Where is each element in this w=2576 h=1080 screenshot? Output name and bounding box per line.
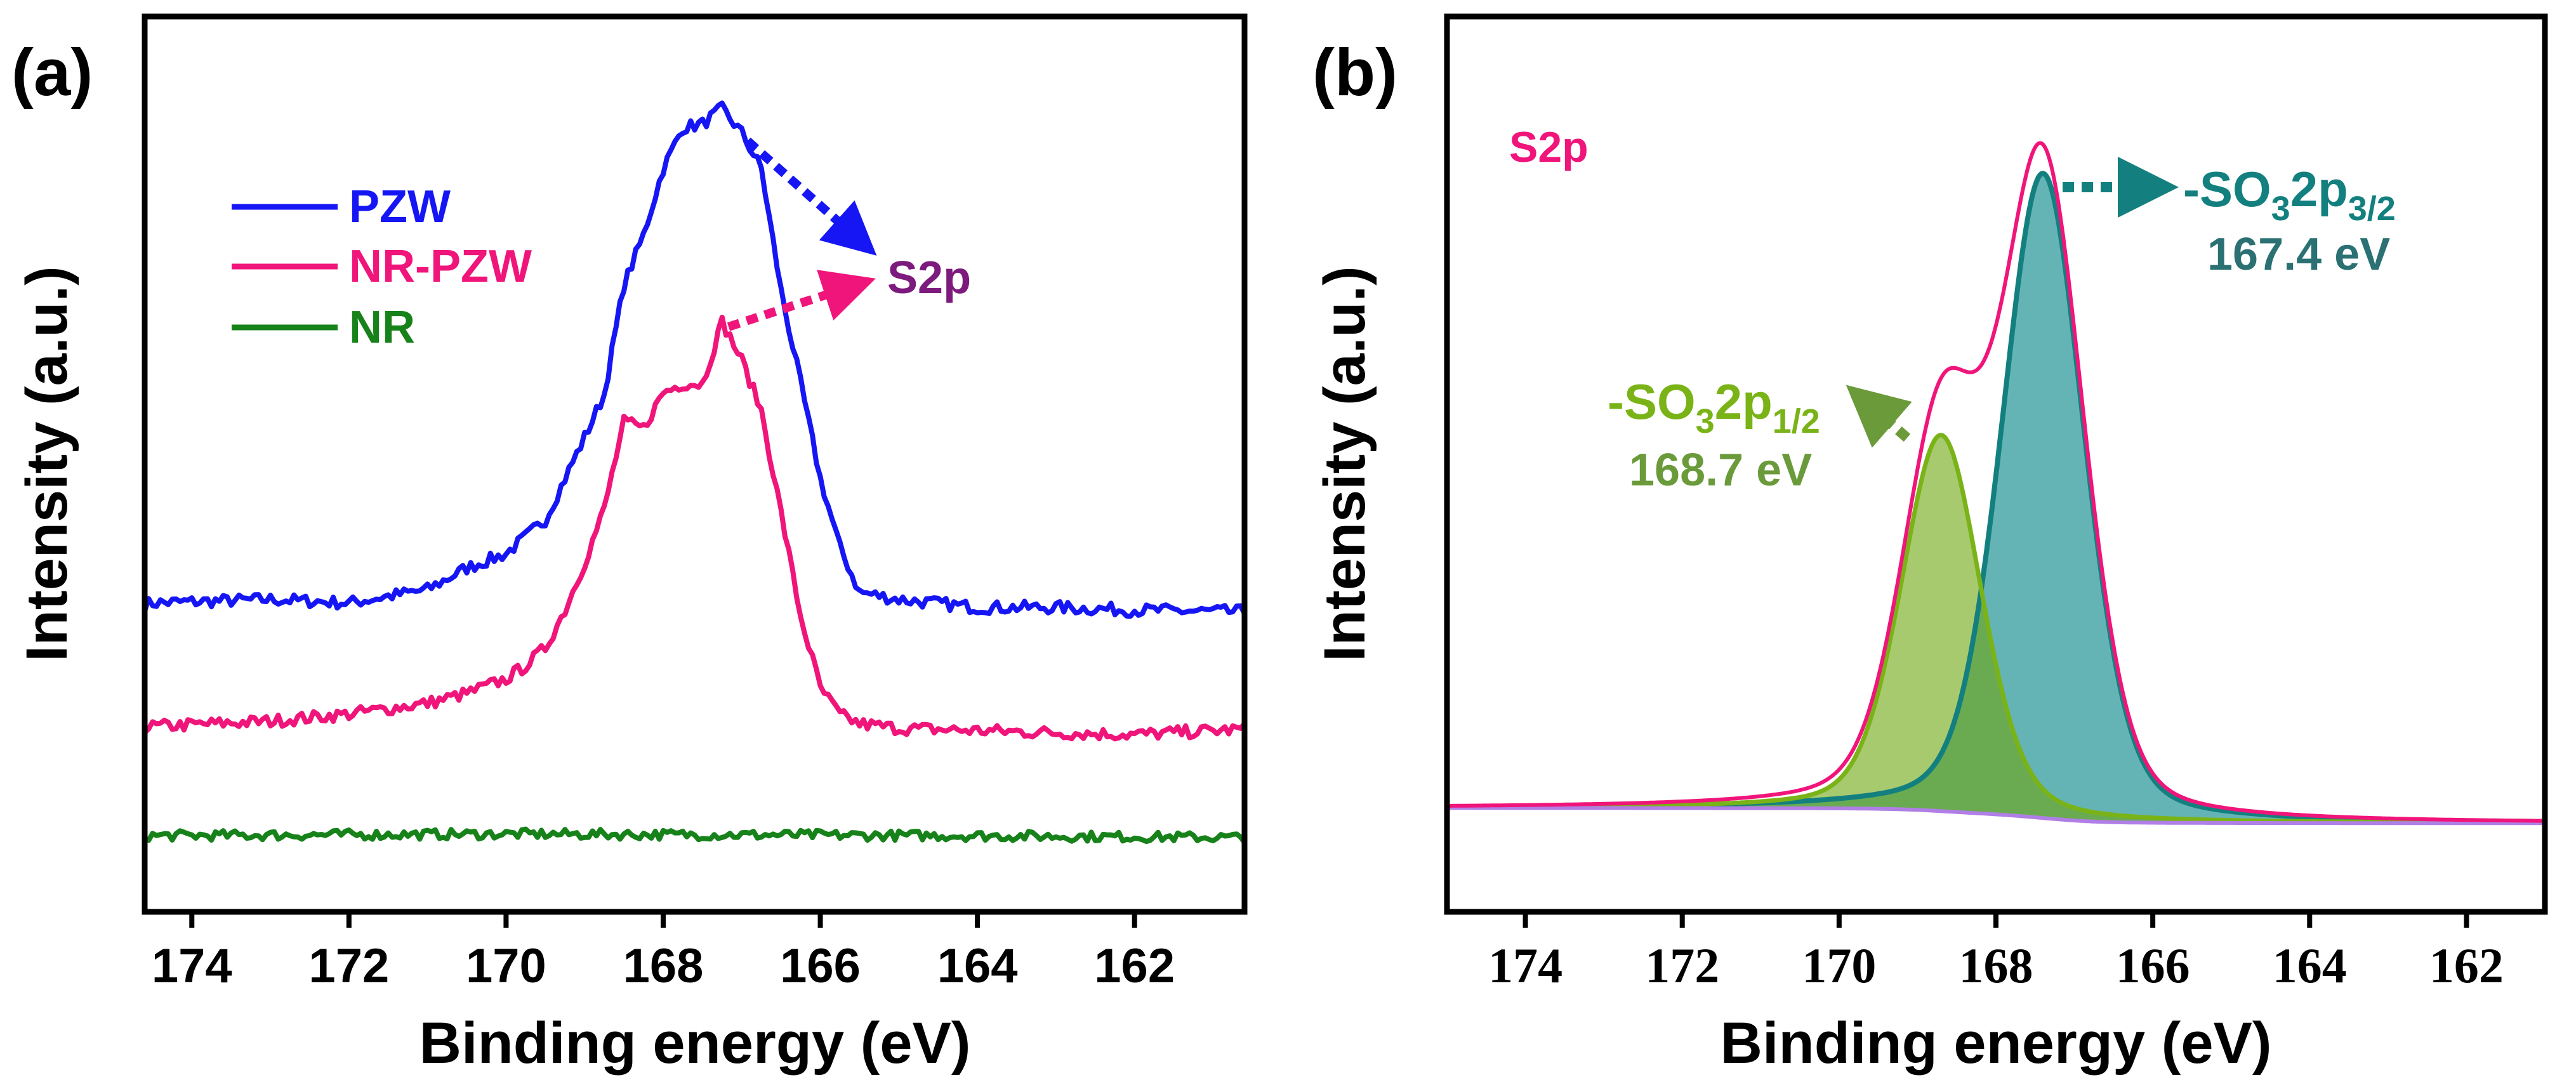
value-2p32: 167.4 eV [2207, 229, 2390, 280]
panel-a-plot-area [145, 100, 1245, 845]
panel-a-y-axis-title: Intensity (a.u.) [15, 266, 79, 662]
x-tick-label-168: 168 [623, 939, 704, 993]
panel-b-label: (b) [1312, 36, 1397, 110]
panel-b-x-axis-title: Binding energy (eV) [1721, 1011, 2272, 1076]
x-tick-label-164: 164 [937, 939, 1018, 993]
envelope-line [1447, 141, 2545, 823]
panel-b-x-axis: 174 172 170 168 166 164 162 [1488, 912, 2504, 993]
panel-b-plot-area [1447, 141, 2545, 826]
series-line-nr-pzw [145, 314, 1245, 742]
x-tick-label-166: 166 [780, 939, 861, 993]
annotation-arrow-pzw [744, 137, 877, 256]
x-tick-label-174: 174 [152, 939, 232, 993]
x-tick-label-168: 168 [1959, 938, 2033, 993]
panel-a-label: (a) [11, 36, 93, 110]
panel-b-y-axis-title: Intensity (a.u.) [1312, 266, 1377, 662]
legend-label-nr-pzw: NR-PZW [349, 241, 532, 292]
x-tick-label-172: 172 [1645, 938, 1719, 993]
legend-label-nr: NR [349, 302, 415, 353]
x-tick-label-164: 164 [2273, 938, 2347, 993]
annotation-arrow-2p12 [1846, 385, 1912, 448]
legend-label-pzw: PZW [349, 181, 451, 232]
x-tick-label-170: 170 [466, 939, 546, 993]
x-tick-label-174: 174 [1488, 938, 1562, 993]
panel-b: (b) 174 172 170 168 166 164 162 Binding energy… [1312, 13, 2548, 1076]
value-2p12: 168.7 eV [1629, 445, 1812, 496]
annotation-s2p: S2p [887, 253, 971, 303]
panel-a: (a) 174 172 170 168 166 164 162 Binding energy… [11, 13, 1248, 1076]
series-line-nr [145, 826, 1245, 845]
panel-a-frame [142, 13, 1248, 915]
background-line [1447, 806, 2545, 826]
label-so3-2p12: -SO32p1/2 [1608, 374, 1820, 440]
label-so3-2p32: -SO32p3/2 [2183, 161, 2396, 228]
panel-a-x-axis: 174 172 170 168 166 164 162 [152, 912, 1175, 993]
panel-a-legend: PZW NR-PZW NR [232, 181, 532, 353]
x-tick-label-162: 162 [2429, 938, 2504, 993]
component-fill-2p32 [1447, 173, 2545, 824]
x-tick-label-166: 166 [2116, 938, 2190, 993]
x-tick-label-172: 172 [308, 939, 389, 993]
panel-a-x-axis-title: Binding energy (eV) [419, 1011, 971, 1076]
panel-b-s2p-label: S2p [1509, 123, 1589, 171]
x-tick-label-162: 162 [1094, 939, 1175, 993]
x-tick-label-170: 170 [1802, 938, 1876, 993]
annotation-arrow-nr-pzw [727, 270, 876, 331]
series-line-pzw [145, 100, 1245, 619]
